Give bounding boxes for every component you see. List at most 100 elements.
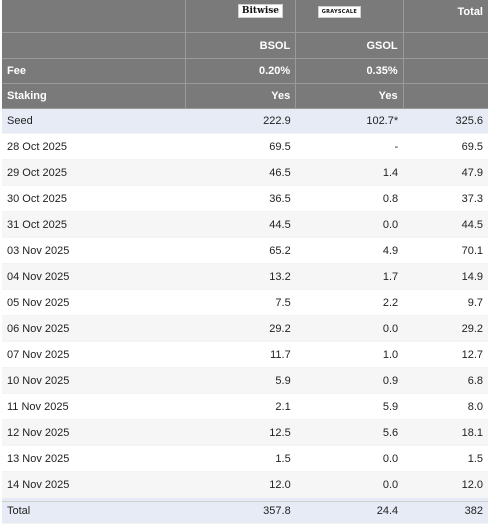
row-date: 06 Nov 2025	[2, 315, 186, 342]
table-row: 11 Nov 2025 2.1 5.9 8.0	[2, 393, 488, 420]
row-bsol-value: 11.7	[185, 341, 296, 368]
table-row: 12 Nov 2025 12.5 5.6 18.1	[2, 419, 488, 446]
row-total-value: 8.0	[403, 393, 488, 420]
table-row: 04 Nov 2025 13.2 1.7 14.9	[2, 263, 488, 290]
table-row: 29 Oct 2025 46.5 1.4 47.9	[2, 159, 488, 186]
row-bsol-value: 29.2	[185, 315, 296, 342]
row-gsol-value: 1.0	[295, 341, 404, 368]
bitwise-logo: Bitwise	[237, 4, 284, 18]
table-row: 14 Nov 2025 12.0 0.0 12.0	[2, 471, 488, 498]
header-empty-cell	[2, 0, 186, 33]
row-date: 11 Nov 2025	[2, 393, 186, 420]
row-date: 31 Oct 2025	[2, 211, 186, 238]
row-gsol-value: 0.0	[295, 471, 404, 498]
table-row: 13 Nov 2025 1.5 0.0 1.5	[2, 445, 488, 472]
gsol-staking: Yes	[295, 83, 404, 109]
table-row: 05 Nov 2025 7.5 2.2 9.7	[2, 289, 488, 316]
row-total-value: 29.2	[403, 315, 488, 342]
grayscale-logo: GRAYSCALE	[317, 6, 362, 18]
grayscale-logo-cell: GRAYSCALE	[295, 0, 404, 33]
row-date: 04 Nov 2025	[2, 263, 186, 290]
fee-row: Fee 0.20% 0.35%	[2, 58, 488, 84]
row-date: 29 Oct 2025	[2, 159, 186, 186]
table-row: Seed 222.9 102.7* 325.6	[2, 108, 488, 134]
table-row: 10 Nov 2025 5.9 0.9 6.8	[2, 367, 488, 394]
table-row: 03 Nov 2025 65.2 4.9 70.1	[2, 237, 488, 264]
row-gsol-value: 0.9	[295, 367, 404, 394]
row-date: 13 Nov 2025	[2, 445, 186, 472]
table-row: 28 Oct 2025 69.5 - 69.5	[2, 133, 488, 160]
header-row-tickers: BSOL GSOL	[2, 32, 488, 59]
row-date: 28 Oct 2025	[2, 133, 186, 160]
row-gsol-value: 1.7	[295, 263, 404, 290]
row-gsol-value: 2.2	[295, 289, 404, 316]
row-date: 10 Nov 2025	[2, 367, 186, 394]
table-row: 07 Nov 2025 11.7 1.0 12.7	[2, 341, 488, 368]
row-bsol-value: 5.9	[185, 367, 296, 394]
bsol-fee: 0.20%	[185, 58, 297, 84]
row-bsol-value: 7.5	[185, 289, 296, 316]
table-row: 06 Nov 2025 29.2 0.0 29.2	[2, 315, 488, 342]
row-date: 30 Oct 2025	[2, 185, 186, 212]
row-total-value: 1.5	[403, 445, 488, 472]
row-total-value: 47.9	[403, 159, 488, 186]
header-empty-cell	[403, 83, 488, 109]
row-gsol-value: 102.7*	[295, 108, 404, 134]
row-gsol-value: 0.0	[295, 315, 404, 342]
bitwise-logo-cell: Bitwise	[185, 0, 297, 33]
row-bsol-value: 36.5	[185, 185, 296, 212]
header-empty-cell	[403, 58, 488, 84]
row-total-value: 14.9	[403, 263, 488, 290]
row-total-value: 6.8	[403, 367, 488, 394]
row-bsol-value: 222.9	[185, 108, 296, 134]
row-gsol-value: 0.0	[295, 445, 404, 472]
row-gsol-value: 5.9	[295, 393, 404, 420]
row-date: 03 Nov 2025	[2, 237, 186, 264]
row-bsol-value: 46.5	[185, 159, 296, 186]
row-date: 14 Nov 2025	[2, 471, 186, 498]
table-bottom-border	[2, 501, 488, 502]
fee-label: Fee	[2, 58, 186, 84]
row-date: 05 Nov 2025	[2, 289, 186, 316]
gsol-fee: 0.35%	[295, 58, 404, 84]
total-column-header: Total	[403, 0, 488, 33]
row-bsol-value: 12.0	[185, 471, 296, 498]
header-empty-cell	[403, 32, 488, 59]
row-bsol-value: 65.2	[185, 237, 296, 264]
gsol-ticker-header: GSOL	[295, 32, 404, 59]
table-row: 31 Oct 2025 44.5 0.0 44.5	[2, 211, 488, 238]
row-total-value: 69.5	[403, 133, 488, 160]
row-total-value: 9.7	[403, 289, 488, 316]
row-date: 07 Nov 2025	[2, 341, 186, 368]
row-bsol-value: 1.5	[185, 445, 296, 472]
row-bsol-value: 2.1	[185, 393, 296, 420]
row-total-value: 18.1	[403, 419, 488, 446]
row-total-value: 37.3	[403, 185, 488, 212]
row-bsol-value: 44.5	[185, 211, 296, 238]
row-total-value: 12.0	[403, 471, 488, 498]
bsol-ticker-header: BSOL	[185, 32, 297, 59]
row-bsol-value: 13.2	[185, 263, 296, 290]
header-row-brands: Bitwise GRAYSCALE Total	[2, 0, 488, 33]
header-empty-cell	[2, 32, 186, 59]
row-total-value: 70.1	[403, 237, 488, 264]
row-total-value: 325.6	[403, 108, 488, 134]
row-total-value: 12.7	[403, 341, 488, 368]
table-row: 30 Oct 2025 36.5 0.8 37.3	[2, 185, 488, 212]
bsol-staking: Yes	[185, 83, 297, 109]
row-date: Seed	[2, 108, 186, 134]
row-bsol-value: 12.5	[185, 419, 296, 446]
row-date: 12 Nov 2025	[2, 419, 186, 446]
row-gsol-value: 0.0	[295, 211, 404, 238]
row-gsol-value: -	[295, 133, 404, 160]
row-gsol-value: 5.6	[295, 419, 404, 446]
row-gsol-value: 0.8	[295, 185, 404, 212]
row-bsol-value: 69.5	[185, 133, 296, 160]
staking-row: Staking Yes Yes	[2, 83, 488, 109]
row-gsol-value: 1.4	[295, 159, 404, 186]
row-total-value: 44.5	[403, 211, 488, 238]
row-gsol-value: 4.9	[295, 237, 404, 264]
staking-label: Staking	[2, 83, 186, 109]
